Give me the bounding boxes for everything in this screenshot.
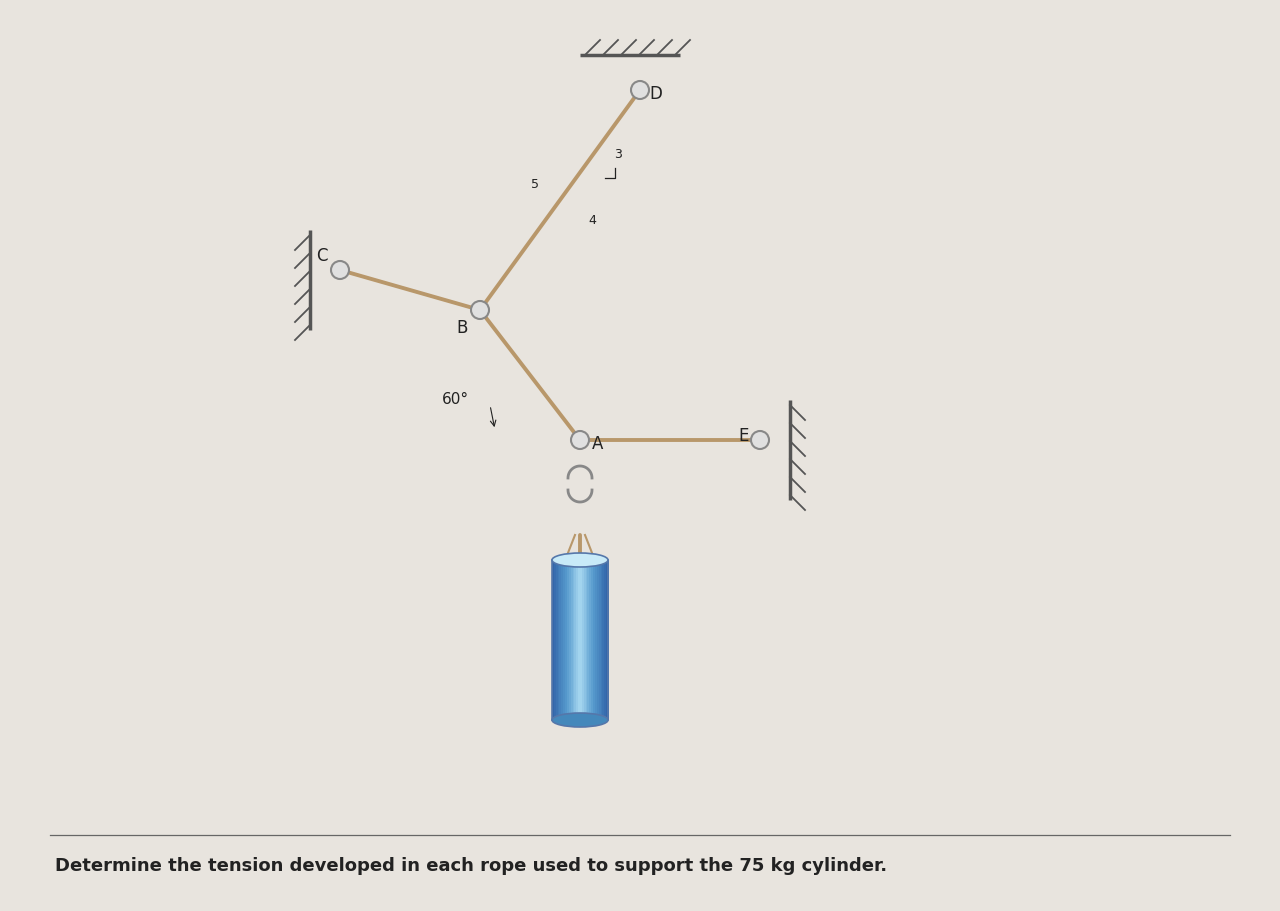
Text: B: B xyxy=(456,319,467,337)
Bar xyxy=(582,560,584,720)
Circle shape xyxy=(471,301,489,319)
Bar xyxy=(556,560,558,720)
Bar xyxy=(593,560,595,720)
Text: 5: 5 xyxy=(531,179,539,191)
Bar xyxy=(567,560,570,720)
Text: 60°: 60° xyxy=(442,393,468,407)
Bar xyxy=(591,560,594,720)
Bar xyxy=(568,560,571,720)
Circle shape xyxy=(571,431,589,449)
Bar xyxy=(599,560,602,720)
Bar xyxy=(552,560,554,720)
Bar xyxy=(589,560,591,720)
Bar xyxy=(554,560,557,720)
Circle shape xyxy=(332,261,349,279)
Bar xyxy=(563,560,566,720)
Bar xyxy=(552,560,608,720)
Ellipse shape xyxy=(552,713,608,727)
Bar xyxy=(596,560,599,720)
Text: E: E xyxy=(739,427,749,445)
Bar xyxy=(576,560,579,720)
Text: Determine the tension developed in each rope used to support the 75 kg cylinder.: Determine the tension developed in each … xyxy=(55,857,887,875)
Bar xyxy=(564,560,567,720)
Bar xyxy=(584,560,586,720)
Bar xyxy=(559,560,562,720)
Bar xyxy=(580,560,582,720)
Bar xyxy=(579,560,581,720)
Bar xyxy=(607,560,608,720)
Bar xyxy=(586,560,588,720)
Text: 3: 3 xyxy=(614,148,622,161)
Bar xyxy=(562,560,563,720)
Text: A: A xyxy=(593,435,604,453)
Bar xyxy=(595,560,598,720)
Bar xyxy=(572,560,575,720)
Bar xyxy=(604,560,607,720)
Bar xyxy=(558,560,559,720)
Bar xyxy=(575,560,577,720)
Ellipse shape xyxy=(552,553,608,567)
Circle shape xyxy=(751,431,769,449)
Circle shape xyxy=(631,81,649,99)
Bar xyxy=(603,560,604,720)
Bar xyxy=(588,560,590,720)
Text: D: D xyxy=(649,85,663,103)
Bar xyxy=(571,560,573,720)
Text: C: C xyxy=(316,247,328,265)
Bar xyxy=(600,560,603,720)
Text: 4: 4 xyxy=(588,213,596,227)
